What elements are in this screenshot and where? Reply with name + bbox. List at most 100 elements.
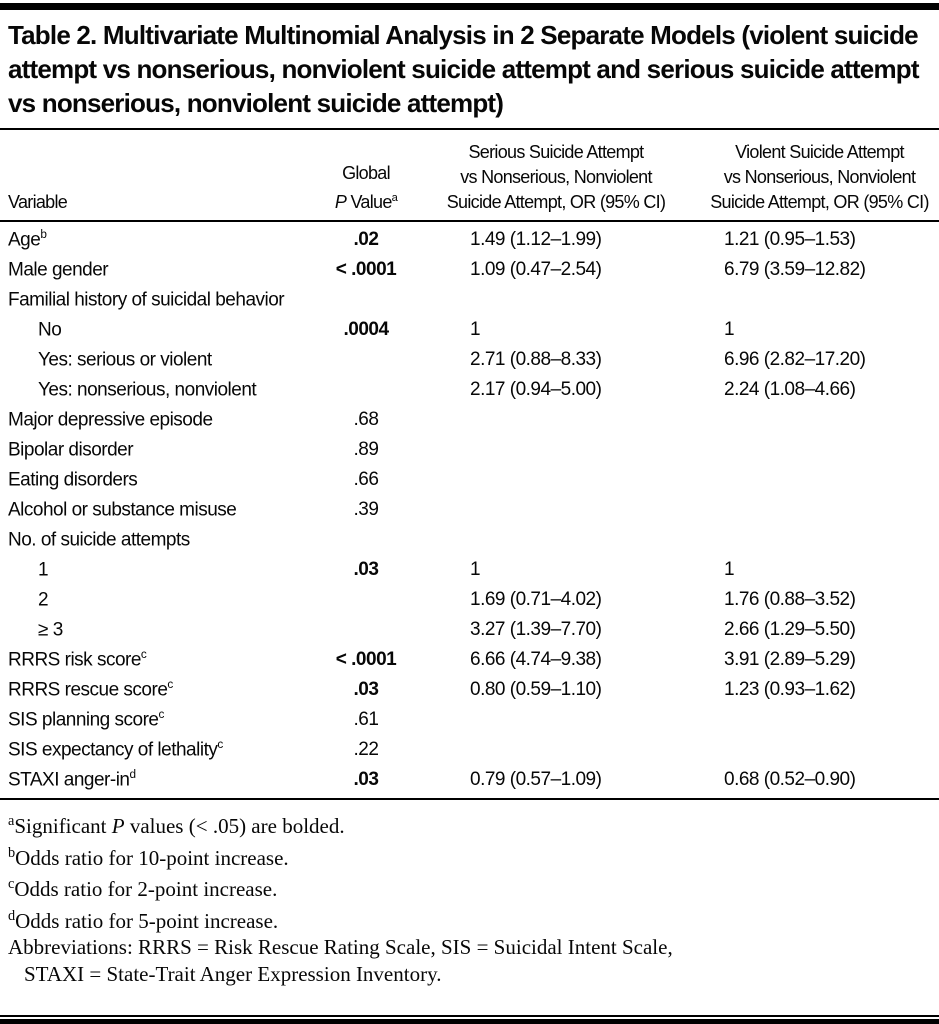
table-row: Familial history of suicidal behavior [0, 285, 939, 315]
table-row: No. of suicide attempts [0, 525, 939, 555]
header-violent-line1: Violent Suicide Attempt [735, 142, 904, 162]
footnote-text: values (< .05) are bolded. [124, 814, 345, 838]
footnote-marker: d [129, 768, 136, 782]
violent-or-cell: 1 [724, 319, 735, 340]
global-p-cell: .68 [320, 409, 412, 431]
row-label-text: Yes: serious or violent [38, 349, 212, 371]
header-global-p-line2: P Valuea [320, 186, 412, 215]
header-serious-line1: Serious Suicide Attempt [468, 142, 644, 162]
row-label: Yes: nonserious, nonviolent [0, 378, 320, 401]
violent-or-cell: 2.66 (1.29–5.50) [724, 619, 856, 640]
footnote-marker: c [167, 678, 173, 692]
header-global-p-line1: Global [342, 163, 391, 183]
header-global-p-rest: Value [346, 192, 392, 212]
header-violent-column: Violent Suicide Attempt vs Nonserious, N… [700, 140, 939, 215]
row-label: 1 [0, 558, 320, 581]
table-header-row: Variable Global P Valuea Serious Suicide… [0, 130, 939, 220]
table-row: STAXI anger-ind .03 0.79 (0.57–1.09) 0.6… [0, 765, 939, 795]
footnote: cOdds ratio for 2-point increase. [8, 871, 931, 903]
footnote-text: Odds ratio for 5-point increase. [15, 908, 279, 933]
abbreviations-line1: Abbreviations: RRRS = Risk Rescue Rating… [8, 935, 673, 959]
global-p-cell: .03 [320, 769, 412, 791]
footnote-text: Significant [14, 814, 112, 838]
violent-or-cell: 6.79 (3.59–12.82) [724, 259, 866, 280]
row-label: Familial history of suicidal behavior [0, 288, 320, 311]
global-p-cell: .39 [320, 499, 412, 521]
footnote: bOdds ratio for 10-point increase. [8, 840, 931, 872]
row-label-text: SIS expectancy of lethality [8, 739, 218, 761]
row-label: No. of suicide attempts [0, 528, 320, 551]
footnote-separator-rule [0, 798, 939, 800]
table-row: 2 1.69 (0.71–4.02) 1.76 (0.88–3.52) [0, 585, 939, 615]
row-label-text: SIS planning score [8, 709, 159, 731]
serious-or-cell: 0.80 (0.59–1.10) [470, 679, 602, 700]
table-row: RRRS rescue scorec .03 0.80 (0.59–1.10) … [0, 675, 939, 705]
row-label-text: Alcohol or substance misuse [8, 499, 237, 521]
p-value: .03 [353, 679, 379, 700]
table-row: Yes: nonserious, nonviolent 2.17 (0.94–5… [0, 375, 939, 405]
row-label-text: ≥ 3 [38, 619, 63, 641]
serious-or-cell: 1.09 (0.47–2.54) [470, 259, 602, 280]
footnote-marker-a: a [391, 192, 398, 204]
row-label: STAXI anger-ind [0, 768, 320, 791]
footnote: dOdds ratio for 5-point increase. [8, 903, 931, 935]
global-p-cell: .03 [320, 679, 412, 701]
violent-or-cell: 6.96 (2.82–17.20) [724, 349, 866, 370]
table-row: RRRS risk scorec < .0001 6.66 (4.74–9.38… [0, 645, 939, 675]
row-label: No [0, 318, 320, 341]
serious-or-cell: 6.66 (4.74–9.38) [470, 649, 602, 670]
global-p-cell: .89 [320, 439, 412, 461]
row-label-text: No [38, 319, 62, 341]
p-value: .02 [353, 229, 379, 250]
serious-or-cell: 0.79 (0.57–1.09) [470, 769, 602, 790]
table-row: No .0004 1 1 [0, 315, 939, 345]
p-value: < .0001 [335, 649, 397, 670]
global-p-cell: .02 [320, 229, 412, 251]
violent-or-cell: 3.91 (2.89–5.29) [724, 649, 856, 670]
footnotes-section: aSignificant P values (< .05) are bolded… [0, 800, 939, 1015]
row-label-text: STAXI anger-in [8, 769, 130, 791]
row-label-text: No. of suicide attempts [8, 529, 190, 551]
global-p-cell: .0004 [320, 319, 412, 341]
serious-or-cell: 1 [470, 319, 481, 340]
row-label: Male gender [0, 258, 320, 281]
table-title: Table 2. Multivariate Multinomial Analys… [8, 20, 920, 118]
table-row: Yes: serious or violent 2.71 (0.88–8.33)… [0, 345, 939, 375]
row-label-text: Major depressive episode [8, 409, 213, 431]
header-serious-line2: vs Nonserious, Nonviolent [460, 167, 652, 187]
row-label: SIS expectancy of lethalityc [0, 738, 320, 761]
row-label-text: 1 [38, 559, 49, 581]
row-label: Ageb [0, 228, 320, 251]
footnote-text: Odds ratio for 10-point increase. [15, 845, 289, 870]
row-label-text: 2 [38, 589, 49, 611]
footnote-marker: c [158, 708, 165, 722]
p-value: .03 [353, 769, 379, 790]
table-body: Ageb .02 1.49 (1.12–1.99) 1.21 (0.95–1.5… [0, 222, 939, 798]
header-serious-line3: Suicide Attempt, OR (95% CI) [446, 192, 666, 212]
p-value: .66 [353, 469, 379, 490]
row-label: Yes: serious or violent [0, 348, 320, 371]
row-label: 2 [0, 588, 320, 611]
violent-or-cell: 1.21 (0.95–1.53) [724, 229, 856, 250]
global-p-cell: .61 [320, 709, 412, 731]
footnote-marker: c [8, 876, 15, 892]
row-label-text: RRRS rescue score [8, 679, 168, 701]
footnote: aSignificant P values (< .05) are bolded… [8, 808, 931, 840]
global-p-cell: < .0001 [320, 259, 412, 281]
serious-or-cell: 2.71 (0.88–8.33) [470, 349, 602, 370]
global-p-cell: .66 [320, 469, 412, 491]
violent-or-cell: 0.68 (0.52–0.90) [724, 769, 856, 790]
row-label-text: Bipolar disorder [8, 439, 134, 461]
abbreviations-line2: STAXI = State-Trait Anger Expression Inv… [24, 961, 442, 986]
table-row: Bipolar disorder .89 [0, 435, 939, 465]
footnote-text: Odds ratio for 2-point increase. [14, 877, 278, 901]
violent-or-cell: 1 [724, 559, 735, 580]
p-value: .0004 [343, 319, 389, 340]
p-value: .61 [353, 709, 379, 730]
row-label: Bipolar disorder [0, 438, 320, 461]
table-row: Alcohol or substance misuse .39 [0, 495, 939, 525]
header-violent-line2: vs Nonserious, Nonviolent [723, 167, 916, 187]
header-variable: Variable [8, 192, 68, 212]
violent-or-cell: 2.24 (1.08–4.66) [724, 379, 856, 400]
